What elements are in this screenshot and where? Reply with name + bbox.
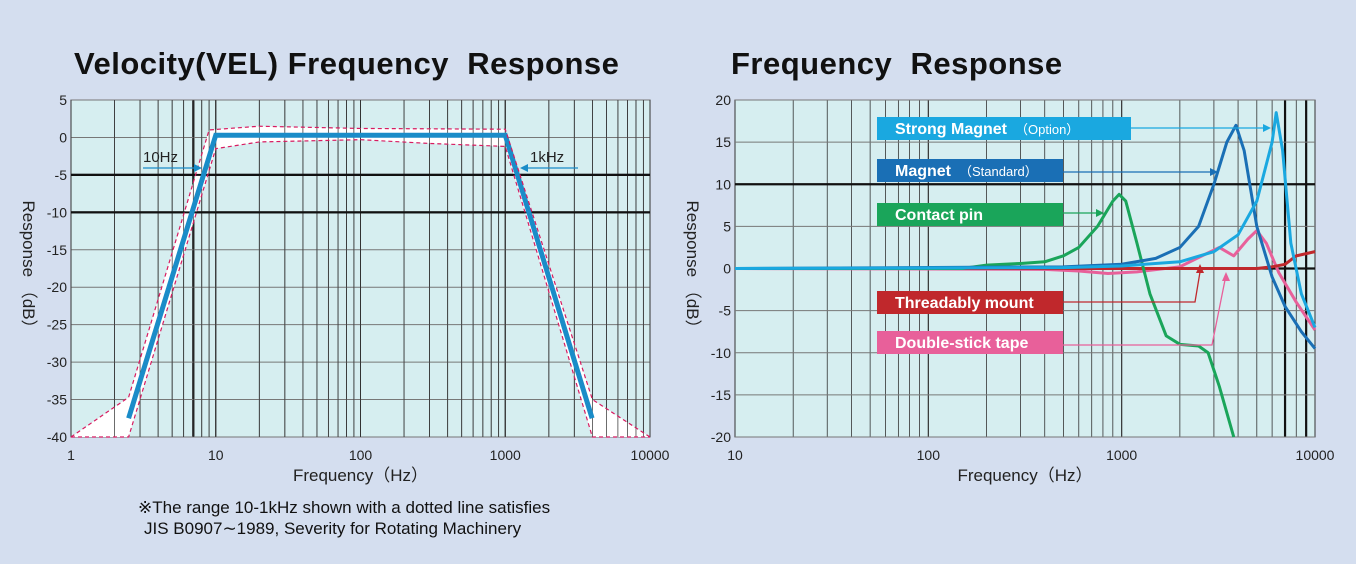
y-tick-label: -15	[711, 387, 731, 403]
legend-label: Contact pin	[895, 207, 983, 224]
y-tick-label: 0	[723, 261, 731, 277]
y-tick-label: -30	[47, 354, 67, 370]
footnote-line-1: ※The range 10-1kHz shown with a dotted l…	[138, 498, 551, 517]
legend-label: Double-stick tape	[895, 335, 1028, 352]
legend-label: Magnet （Standard）	[895, 163, 1038, 180]
x-tick-label: 10	[208, 447, 224, 463]
y-tick-label: -20	[47, 279, 67, 295]
x-tick-label: 10	[727, 447, 743, 463]
legend-item: Strong Magnet （Option）	[877, 117, 1271, 140]
series-line-threadably-mount	[735, 250, 1316, 270]
legend-item: Threadably mount	[877, 264, 1204, 314]
right-chart-title: Frequency Response	[731, 46, 1063, 81]
legend-box	[877, 331, 1063, 354]
x-tick-label: 100	[349, 447, 373, 463]
tolerance-line	[71, 139, 650, 438]
tolerance-line	[70, 125, 651, 438]
x-axis-label: Frequency（Hz）	[293, 466, 428, 485]
arrowhead-icon	[1096, 209, 1104, 217]
series-line-magnet	[734, 123, 1317, 350]
y-axis-label: Response （dB）	[683, 200, 702, 336]
y-tick-label: -35	[47, 392, 67, 408]
footnote: ※The range 10-1kHz shown with a dotted l…	[138, 497, 550, 539]
velocity-response-line	[126, 132, 595, 420]
legend-label: Threadably mount	[895, 295, 1034, 312]
series-line-contact-pin	[735, 192, 1236, 438]
y-tick-label: 15	[715, 134, 731, 150]
legend-box	[877, 203, 1063, 226]
y-tick-label: -40	[47, 429, 67, 445]
arrowhead-icon	[194, 164, 202, 172]
series-line-strong-magnet	[734, 111, 1317, 329]
y-tick-label: -10	[47, 204, 67, 220]
arrowhead-icon	[1263, 124, 1271, 132]
x-tick-label: 100	[917, 447, 941, 463]
y-tick-label: 5	[723, 218, 731, 234]
arrowhead-icon	[1222, 272, 1230, 281]
y-tick-label: 5	[59, 92, 67, 108]
x-tick-label: 10000	[1296, 447, 1335, 463]
y-tick-label: 10	[715, 176, 731, 192]
legend-item: Magnet （Standard）	[877, 159, 1218, 182]
legend-box	[877, 159, 1063, 182]
x-tick-label: 1	[67, 447, 75, 463]
y-tick-label: 20	[715, 92, 731, 108]
y-tick-label: -5	[55, 167, 68, 183]
legend-leader	[1063, 279, 1226, 346]
legend-item: Contact pin	[877, 203, 1104, 226]
annotation-10hz: 10Hz	[143, 149, 178, 166]
y-tick-label: 0	[59, 129, 67, 145]
y-tick-label: -25	[47, 317, 67, 333]
y-axis-label: Response （dB）	[19, 200, 38, 336]
arrowhead-icon	[1196, 264, 1204, 273]
x-tick-label: 1000	[1106, 447, 1137, 463]
legend-note: （Standard）	[959, 164, 1038, 179]
x-tick-label: 10000	[631, 447, 670, 463]
y-tick-label: -10	[711, 345, 731, 361]
arrowhead-icon	[520, 164, 528, 172]
legend-item: Double-stick tape	[877, 272, 1230, 354]
x-axis-label: Frequency（Hz）	[957, 466, 1092, 485]
footnote-line-2: JIS B0907∼1989, Severity for Rotating Ma…	[144, 519, 522, 538]
legend-box	[877, 117, 1131, 140]
y-tick-label: -15	[47, 242, 67, 258]
annotation-1khz: 1kHz	[530, 149, 564, 166]
legend-label: Strong Magnet （Option）	[895, 121, 1079, 138]
legend-box	[877, 291, 1063, 314]
x-tick-label: 1000	[490, 447, 521, 463]
y-tick-label: -5	[719, 303, 732, 319]
left-chart-title: Velocity(VEL) Frequency Response	[74, 46, 620, 81]
legend-leader	[1063, 271, 1201, 303]
y-tick-label: -20	[711, 429, 731, 445]
legend-note: （Option）	[1015, 122, 1079, 137]
arrowhead-icon	[1210, 168, 1218, 176]
